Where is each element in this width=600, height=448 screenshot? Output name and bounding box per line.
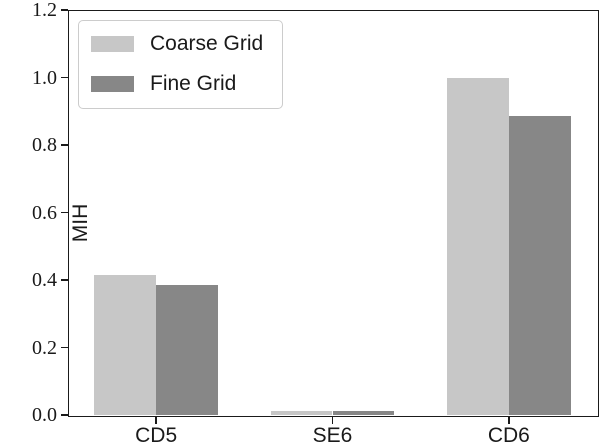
y-axis-label: MIH: [69, 203, 92, 243]
bar-fine-grid-cd6: [508, 116, 571, 415]
legend-swatch-coarse-grid: [91, 36, 134, 52]
y-tick-label: 0.2: [32, 336, 57, 359]
bar-coarse-grid-cd5: [94, 274, 157, 415]
x-tick-mark: [331, 416, 334, 424]
x-tick-mark: [155, 416, 157, 424]
legend-label: Coarse Grid: [150, 32, 264, 55]
y-tick-label: 0.4: [32, 269, 57, 291]
y-tick-mark: [61, 144, 68, 146]
x-tick-label-cd6: CD6: [487, 424, 530, 447]
y-tick-label: 1.0: [32, 66, 57, 89]
bar-coarse-grid-cd6: [447, 77, 509, 415]
legend-item-coarse-grid: Coarse Grid: [91, 32, 270, 56]
y-tick-mark: [61, 279, 68, 281]
legend-swatch-fine-grid: [91, 76, 134, 92]
bar-fine-grid-se6: [332, 411, 395, 415]
y-tick-mark: [61, 346, 68, 349]
y-tick-label: 1.2: [32, 0, 57, 21]
y-tick-label: 0.0: [32, 404, 57, 426]
legend-item-fine-grid: Fine Grid: [91, 72, 270, 96]
bar-fine-grid-cd5: [156, 285, 218, 415]
y-tick-mark: [61, 211, 68, 214]
y-tick-mark: [61, 76, 68, 79]
x-tick-label-cd5: CD5: [135, 424, 178, 447]
bar-coarse-grid-se6: [270, 410, 333, 415]
y-tick-mark: [61, 414, 68, 416]
legend: Coarse Grid Fine Grid: [78, 20, 283, 109]
y-tick-mark: [61, 9, 68, 11]
x-tick-label-se6: SE6: [312, 424, 353, 447]
y-tick-label: 0.8: [32, 134, 57, 156]
x-tick-mark: [508, 416, 510, 424]
y-tick-label: 0.6: [32, 201, 57, 224]
legend-label: Fine Grid: [150, 72, 237, 95]
